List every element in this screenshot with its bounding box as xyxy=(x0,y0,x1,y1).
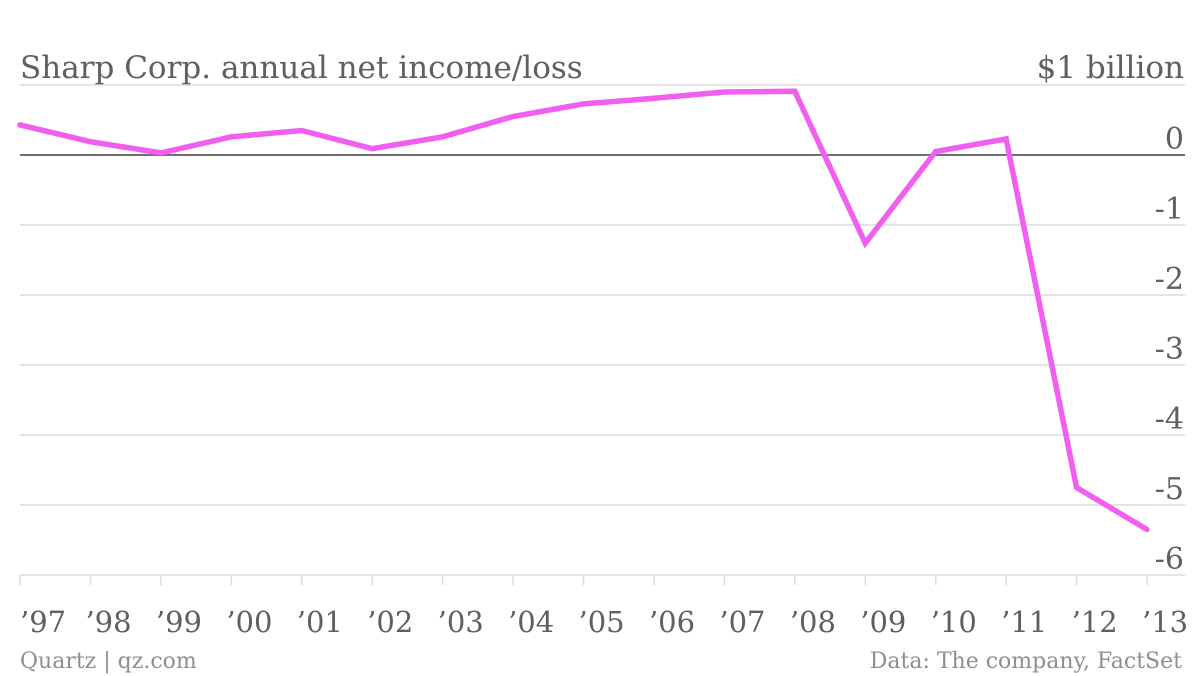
data-point xyxy=(87,139,93,145)
x-tick-label: ’07 xyxy=(719,605,765,639)
x-tick-label: ’12 xyxy=(1072,605,1118,639)
x-tick-label: ’98 xyxy=(85,605,131,639)
y-tick-label: 0 xyxy=(1165,122,1184,157)
y-axis-ticks: 0 -1 -2 -3 -4 -5 -6 xyxy=(1155,122,1184,577)
chart-title: Sharp Corp. annual net income/loss xyxy=(20,50,583,86)
data-point xyxy=(440,134,446,140)
data-point xyxy=(933,149,939,154)
data-point xyxy=(158,150,164,156)
data-point xyxy=(17,122,23,128)
unit-label: $1 billion xyxy=(1037,50,1184,86)
credit-text: Quartz | qz.com xyxy=(20,649,197,674)
x-tick-label: ’01 xyxy=(297,605,343,639)
x-tick-label: ’06 xyxy=(649,605,695,639)
data-point xyxy=(792,88,798,94)
x-tick-label: ’13 xyxy=(1142,605,1188,639)
y-tick-label: -4 xyxy=(1155,402,1184,437)
data-point xyxy=(1074,485,1080,490)
series-layer xyxy=(17,88,1150,533)
data-point xyxy=(1144,527,1150,532)
data-point xyxy=(369,146,375,152)
y-tick-label: -3 xyxy=(1155,332,1184,367)
x-tick-label: ’02 xyxy=(367,605,413,639)
y-tick-label: -2 xyxy=(1155,262,1184,297)
gridlines xyxy=(20,84,1185,576)
x-tick-label: ’08 xyxy=(790,605,836,639)
data-point xyxy=(228,134,234,140)
y-tick-label: -6 xyxy=(1155,542,1184,577)
x-tick-label: ’04 xyxy=(508,605,554,639)
data-point xyxy=(581,101,586,107)
x-tick-label: ’99 xyxy=(156,605,202,639)
data-point xyxy=(721,89,727,95)
source-text: Data: The company, FactSet xyxy=(870,649,1182,674)
x-tick-label: ’97 xyxy=(20,605,66,639)
x-tick-label: ’03 xyxy=(438,605,484,639)
data-point xyxy=(510,114,516,119)
data-point xyxy=(651,95,657,101)
series-line xyxy=(17,88,1150,533)
data-point xyxy=(862,240,868,246)
x-tick-label: ’10 xyxy=(931,605,977,639)
y-tick-label: -5 xyxy=(1155,472,1184,507)
x-tick-label: ’00 xyxy=(226,605,272,639)
y-tick-label: -1 xyxy=(1155,192,1184,227)
x-tick-label: ’09 xyxy=(860,605,906,639)
x-tick-label: ’05 xyxy=(579,605,625,639)
x-tick-label: ’11 xyxy=(1001,605,1047,639)
data-point xyxy=(1003,136,1009,142)
data-point xyxy=(299,128,305,133)
x-axis-ticks: ’97 ’98 ’99 ’00 ’01 ’02 ’03 ’04 ’05 ’06 ’07 ’08 ’09 ’… xyxy=(19,575,1188,639)
